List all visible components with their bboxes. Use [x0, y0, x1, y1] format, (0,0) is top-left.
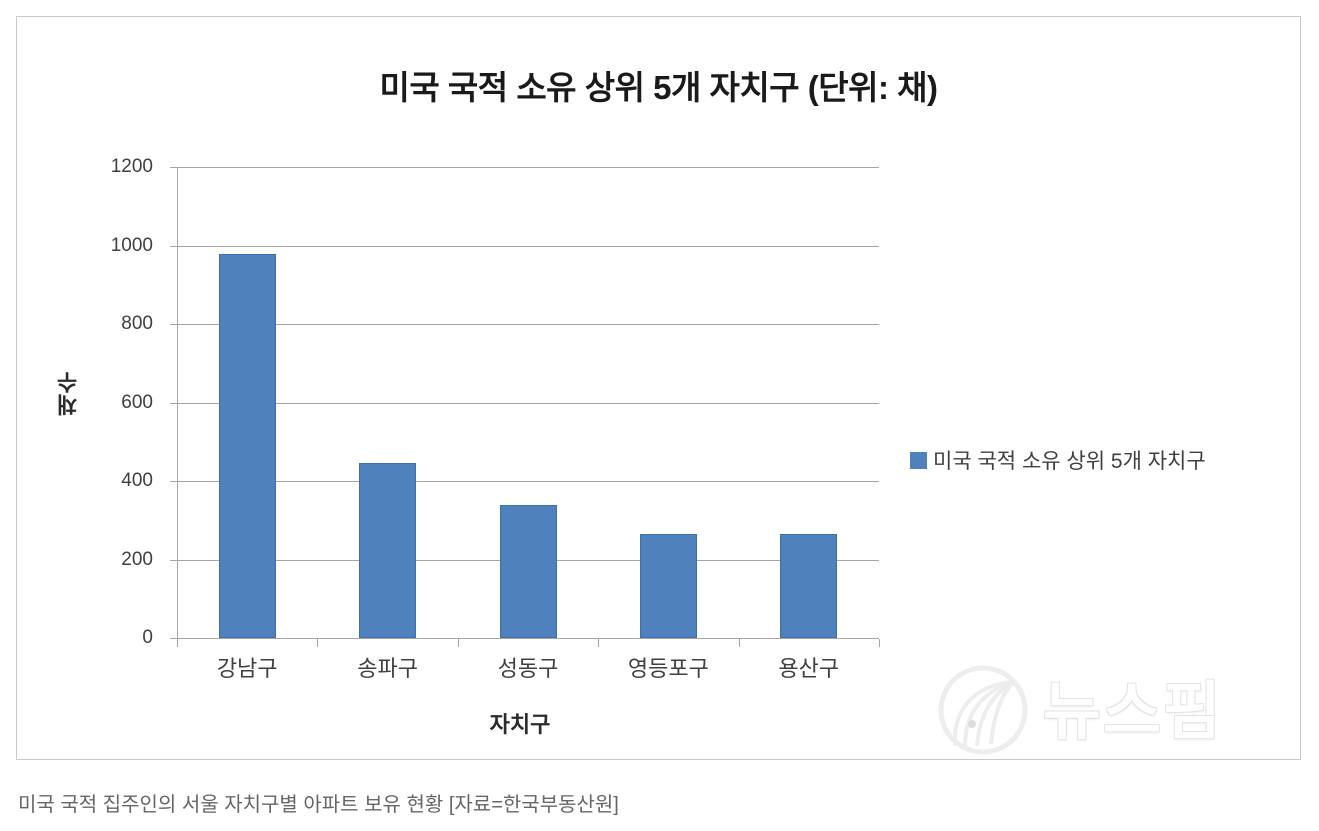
y-axis-tick-1000 [170, 245, 178, 247]
y-axis-tick-200 [170, 559, 178, 561]
watermark: 뉴스핌 [935, 662, 1223, 759]
figure-caption: 미국 국적 집주인의 서울 자치구별 아파트 보유 현황 [자료=한국부동산원] [18, 794, 619, 816]
x-category-label-yeongdeungpo: 영등포구 [627, 656, 709, 681]
bar-seongdong[interactable] [499, 504, 557, 638]
y-axis-tick-1200 [170, 167, 178, 168]
y-axis-tick-600 [170, 402, 178, 404]
chart-title: 미국 국적 소유 상위 5개 자치구 (단위: 채) [379, 69, 938, 106]
x-category-label-songpa: 송파구 [357, 656, 418, 681]
y-tick-label-0: 0 [142, 627, 153, 648]
bar-songpa[interactable] [359, 462, 417, 638]
plot-area: 강남구 송파구 성동구 영등포구 용산구 [161, 151, 880, 681]
gridline-1200 [177, 167, 879, 168]
x-category-label-gangnam: 강남구 [216, 656, 278, 681]
x-axis-title: 자치구 [489, 712, 551, 737]
bar-yeongdeungpo[interactable] [639, 534, 697, 638]
x-category-label-yongsan: 용산구 [778, 656, 840, 681]
y-tick-label-600: 600 [121, 391, 153, 413]
y-axis-tick-labels: 1200 1000 800 600 400 200 0 [85, 151, 153, 654]
y-axis-tick-400 [170, 481, 178, 482]
x-axis-line [177, 638, 879, 639]
y-tick-label-1200: 1200 [110, 156, 153, 177]
y-tick-label-400: 400 [121, 470, 153, 491]
y-axis-tick-0 [170, 638, 178, 639]
y-tick-label-200: 200 [121, 548, 153, 570]
y-axis-tick-800 [170, 324, 178, 325]
x-axis-tick-4 [738, 639, 740, 647]
x-axis-tick-5 [879, 639, 880, 647]
y-axis-title: 채수 [56, 372, 81, 416]
x-axis-tick-2 [457, 639, 459, 647]
gridline-600 [177, 402, 879, 404]
bar-yongsan[interactable] [780, 534, 838, 638]
legend-series-label: 미국 국적 소유 상위 5개 자치구 [933, 450, 1206, 473]
y-axis-line [177, 167, 178, 638]
chart-card: 미국 국적 소유 상위 5개 자치구 (단위: 채) 1200 1000 800… [16, 16, 1301, 760]
legend-swatch-icon [910, 451, 927, 469]
x-category-label-seongdong: 성동구 [497, 656, 559, 681]
x-axis-tick-3 [598, 639, 600, 647]
x-axis-tick-1 [317, 639, 319, 647]
y-tick-label-1000: 1000 [110, 234, 153, 256]
bar-gangnam[interactable] [218, 253, 276, 638]
newspim-circle-logo-icon [935, 662, 1031, 759]
gridline-1000 [177, 245, 879, 247]
chart-legend[interactable]: 미국 국적 소유 상위 5개 자치구 [910, 445, 1206, 475]
gridline-400 [177, 481, 879, 482]
y-tick-label-800: 800 [121, 313, 153, 334]
watermark-text: 뉴스핌 [1043, 677, 1223, 747]
x-axis-tick-0 [177, 639, 178, 647]
gridline-800 [177, 324, 879, 325]
